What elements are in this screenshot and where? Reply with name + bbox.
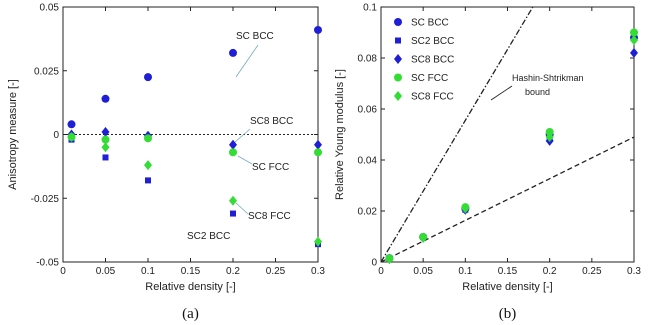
x-tick-label: 0.05 bbox=[413, 266, 433, 277]
legend: SC BCC SC2 BCC SC8 BCC SC FCC SC8 FCC bbox=[394, 18, 454, 103]
data-point bbox=[314, 139, 322, 150]
annotation-leader bbox=[235, 202, 249, 215]
legend-marker bbox=[394, 54, 402, 64]
data-point bbox=[545, 132, 554, 143]
data-point bbox=[630, 35, 638, 46]
legend-label: SC BCC bbox=[411, 18, 449, 29]
series-sc-bcc bbox=[385, 33, 638, 263]
data-point bbox=[314, 148, 322, 157]
data-point bbox=[101, 135, 110, 144]
lower-bound-line bbox=[380, 136, 635, 263]
series-annotation: SC BCC bbox=[236, 31, 274, 42]
panel-label: (a) bbox=[182, 306, 199, 322]
y-axis-label: Anisotropy measure [-] bbox=[7, 79, 19, 190]
series-sc2-bcc bbox=[386, 32, 637, 262]
data-point bbox=[144, 73, 152, 82]
data-point bbox=[144, 160, 152, 171]
data-point bbox=[314, 25, 322, 34]
data-point bbox=[229, 195, 237, 206]
x-tick-label: 0.2 bbox=[226, 266, 240, 277]
series-sc8-fcc bbox=[67, 132, 322, 247]
y-tick-label: 0.06 bbox=[358, 105, 378, 116]
x-axis-label: Relative density [-] bbox=[145, 281, 235, 293]
legend-marker bbox=[395, 37, 401, 44]
bound-label-arrow bbox=[490, 85, 513, 101]
series-sc-bcc bbox=[67, 25, 322, 129]
x-tick-label: 0.15 bbox=[181, 266, 201, 277]
data-point bbox=[67, 132, 76, 143]
data-point bbox=[229, 48, 237, 57]
upper-bound-line bbox=[380, 6, 534, 263]
x-tick-label: 0.25 bbox=[266, 266, 286, 277]
data-point bbox=[314, 236, 322, 247]
y-tick-label: -0.025 bbox=[31, 194, 60, 205]
series-annotation: SC8 BCC bbox=[250, 116, 293, 127]
x-tick-label: 0.3 bbox=[311, 266, 325, 277]
x-tick-label: 0.05 bbox=[96, 266, 116, 277]
data-point bbox=[102, 154, 109, 161]
legend-label: SC FCC bbox=[411, 73, 448, 84]
y-tick-label: 0.04 bbox=[358, 156, 378, 167]
series-annotation: SC8 FCC bbox=[248, 211, 291, 222]
annotation-leader bbox=[237, 155, 253, 165]
annotation-leader bbox=[235, 44, 259, 78]
x-tick-label: 0 bbox=[378, 266, 384, 277]
data-point bbox=[229, 139, 237, 150]
y-tick-label: 0.05 bbox=[40, 3, 60, 14]
y-tick-label: 0.025 bbox=[34, 66, 59, 77]
legend-label: SC8 BCC bbox=[411, 55, 454, 66]
data-point bbox=[545, 127, 554, 136]
y-tick-label: 0 bbox=[53, 130, 59, 141]
data-point bbox=[230, 210, 236, 217]
y-tick-label: 0.1 bbox=[363, 3, 377, 14]
series-sc8-fcc bbox=[385, 35, 638, 264]
panel-a: 0 0.05 0.1 0.15 0.2 0.25 0.3 -0.05 -0.025 0 0.025 0… bbox=[7, 3, 325, 323]
legend-marker bbox=[394, 91, 402, 101]
legend-marker bbox=[394, 73, 402, 82]
data-point bbox=[101, 142, 110, 153]
data-point bbox=[419, 232, 428, 243]
data-point bbox=[630, 47, 638, 58]
x-tick-label: 0.25 bbox=[582, 266, 602, 277]
x-tick-label: 0.3 bbox=[627, 266, 641, 277]
series-annotation: SC2 BCC bbox=[187, 231, 230, 242]
data-point bbox=[67, 120, 76, 129]
legend-marker bbox=[394, 18, 402, 26]
y-tick-label: 0.08 bbox=[358, 54, 378, 65]
x-axis-label: Relative density [-] bbox=[462, 281, 552, 293]
x-tick-label: 0 bbox=[60, 266, 66, 277]
data-point bbox=[229, 148, 237, 157]
legend-label: SC8 FCC bbox=[411, 92, 454, 103]
x-tick-label: 0.2 bbox=[543, 266, 557, 277]
data-point bbox=[461, 203, 470, 214]
x-tick-label: 0.1 bbox=[141, 266, 155, 277]
y-tick-label: 0.02 bbox=[358, 207, 378, 218]
series-annotation: SC FCC bbox=[252, 162, 289, 173]
legend-label: SC2 BCC bbox=[411, 36, 454, 47]
panel-b: 0 0.05 0.1 0.15 0.2 0.25 0.3 0 0.02 0.04 0.06 0.08 0… bbox=[334, 3, 641, 323]
x-tick-label: 0.15 bbox=[498, 266, 518, 277]
data-point bbox=[385, 253, 394, 264]
data-point bbox=[144, 134, 152, 143]
y-tick-label: 0 bbox=[371, 258, 377, 269]
data-point bbox=[101, 126, 110, 137]
annotation-leader bbox=[234, 128, 251, 143]
data-point bbox=[145, 177, 151, 184]
data-point bbox=[630, 28, 638, 37]
bound-label-line2: bound bbox=[525, 87, 550, 97]
data-point bbox=[101, 94, 110, 103]
bound-label-line1: Hashin-Shtrikman bbox=[512, 73, 584, 83]
panel-label: (b) bbox=[499, 306, 517, 322]
x-tick-label: 0.1 bbox=[458, 266, 472, 277]
y-axis-label: Relative Young modulus [-] bbox=[334, 69, 346, 200]
y-tick-label: -0.05 bbox=[36, 258, 59, 269]
